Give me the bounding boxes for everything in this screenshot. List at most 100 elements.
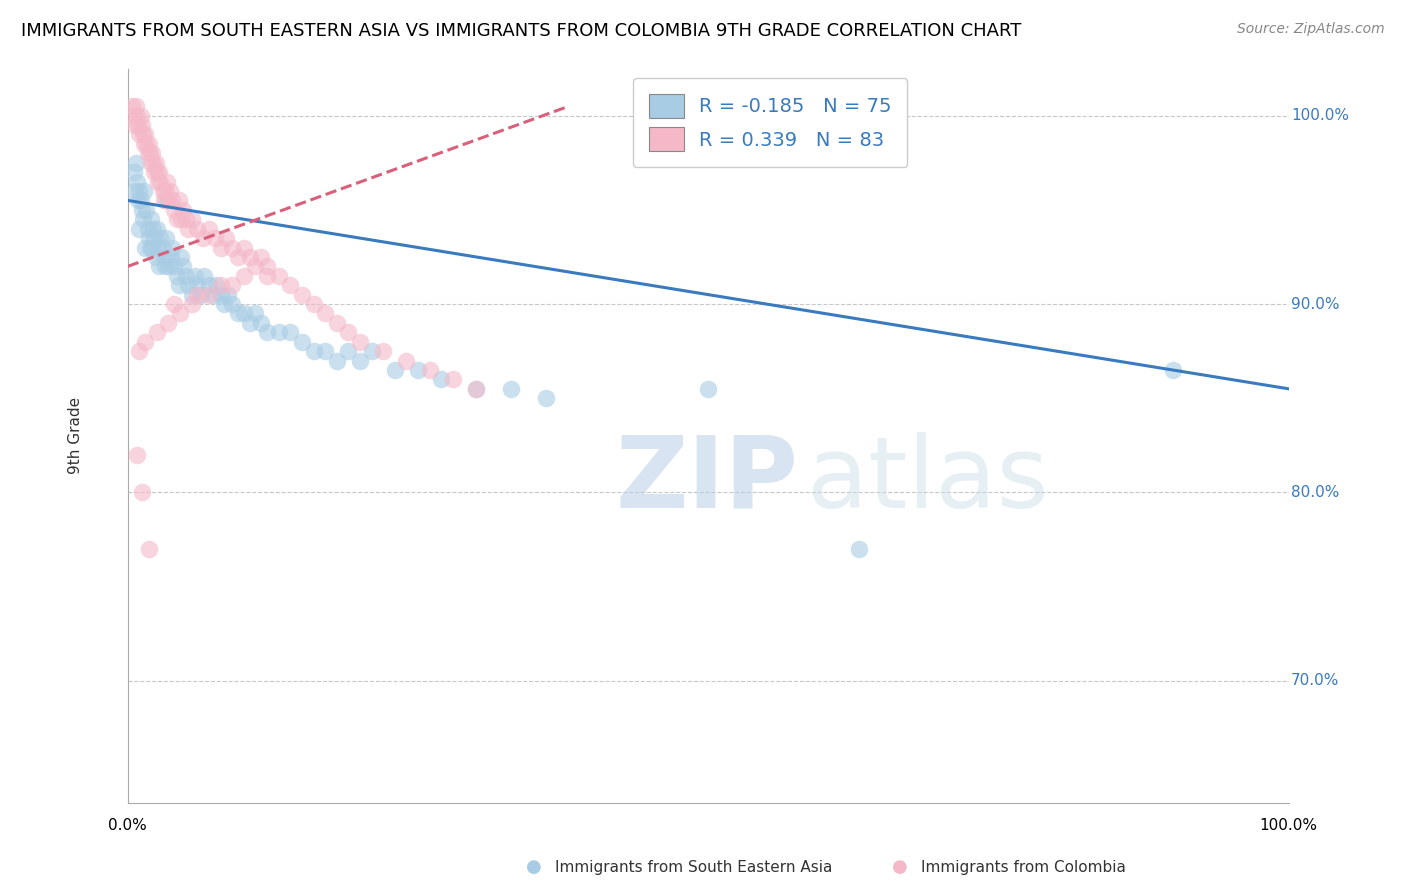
Point <box>160 240 183 254</box>
Point <box>152 184 174 198</box>
Point <box>146 326 169 340</box>
Point <box>465 382 488 396</box>
Point <box>256 268 278 283</box>
Point <box>198 287 221 301</box>
Point <box>138 136 160 151</box>
Point <box>163 202 186 217</box>
Point <box>152 194 174 208</box>
Point <box>186 278 208 293</box>
Point <box>167 194 190 208</box>
Point <box>256 260 278 274</box>
Point <box>132 128 155 142</box>
Point <box>148 260 170 274</box>
Point <box>141 146 163 161</box>
Point <box>129 194 152 208</box>
Point <box>1161 363 1184 377</box>
Point <box>124 184 146 198</box>
Point <box>173 202 195 217</box>
Point <box>193 231 215 245</box>
Point <box>180 212 202 227</box>
Point <box>163 260 186 274</box>
Point <box>190 287 212 301</box>
Point <box>143 231 166 245</box>
Text: Immigrants from Colombia: Immigrants from Colombia <box>921 860 1126 874</box>
Point <box>122 165 145 179</box>
Point <box>155 231 177 245</box>
Text: Source: ZipAtlas.com: Source: ZipAtlas.com <box>1237 22 1385 37</box>
Text: 70.0%: 70.0% <box>1291 673 1340 689</box>
Text: Immigrants from South Eastern Asia: Immigrants from South Eastern Asia <box>555 860 832 874</box>
Point <box>139 146 162 161</box>
Point <box>221 278 243 293</box>
Point <box>215 231 238 245</box>
Point <box>122 109 145 123</box>
Point <box>848 541 870 556</box>
Point <box>226 250 249 264</box>
Point <box>465 382 488 396</box>
Point <box>148 165 170 179</box>
Text: 9th Grade: 9th Grade <box>67 397 83 475</box>
Point <box>193 268 215 283</box>
Point <box>250 316 273 330</box>
Point <box>205 278 228 293</box>
Point <box>325 353 347 368</box>
Point <box>135 136 157 151</box>
Point <box>128 128 150 142</box>
Legend: R = -0.185   N = 75, R = 0.339   N = 83: R = -0.185 N = 75, R = 0.339 N = 83 <box>633 78 907 167</box>
Point <box>186 287 208 301</box>
Point <box>124 118 146 132</box>
Point <box>125 99 148 113</box>
Point <box>157 316 180 330</box>
Text: 100.0%: 100.0% <box>1260 818 1317 833</box>
Point <box>125 155 148 169</box>
Point <box>180 297 202 311</box>
Point <box>134 334 156 349</box>
Point <box>209 287 232 301</box>
Point <box>153 184 176 198</box>
Point <box>139 155 162 169</box>
Point <box>250 250 273 264</box>
Point <box>131 485 153 500</box>
Point <box>256 326 278 340</box>
Point <box>291 334 314 349</box>
Point <box>245 260 267 274</box>
Point <box>267 268 290 283</box>
Point <box>127 194 149 208</box>
Point <box>125 175 148 189</box>
Point <box>166 212 188 227</box>
Point <box>159 250 181 264</box>
Point <box>136 221 159 235</box>
Point <box>129 109 152 123</box>
Point <box>141 240 163 254</box>
Point <box>419 363 441 377</box>
Point <box>221 297 243 311</box>
Point <box>239 316 262 330</box>
Point <box>142 155 165 169</box>
Point <box>153 260 176 274</box>
Point <box>157 194 180 208</box>
Point <box>337 326 360 340</box>
Text: atlas: atlas <box>807 432 1049 528</box>
Point <box>184 268 207 283</box>
Point <box>430 372 453 386</box>
Point <box>291 287 314 301</box>
Point <box>127 118 149 132</box>
Point <box>360 344 382 359</box>
Point <box>499 382 522 396</box>
Point <box>697 382 720 396</box>
Point <box>131 202 153 217</box>
Point <box>128 344 150 359</box>
Point <box>139 212 162 227</box>
Point <box>145 155 167 169</box>
Point <box>221 240 243 254</box>
Point <box>174 212 197 227</box>
Point <box>267 326 290 340</box>
Point <box>121 99 143 113</box>
Point <box>177 221 200 235</box>
Point <box>406 363 429 377</box>
Point <box>160 194 183 208</box>
Text: 90.0%: 90.0% <box>1291 296 1340 311</box>
Point <box>132 184 155 198</box>
Point <box>314 306 336 320</box>
Point <box>177 278 200 293</box>
